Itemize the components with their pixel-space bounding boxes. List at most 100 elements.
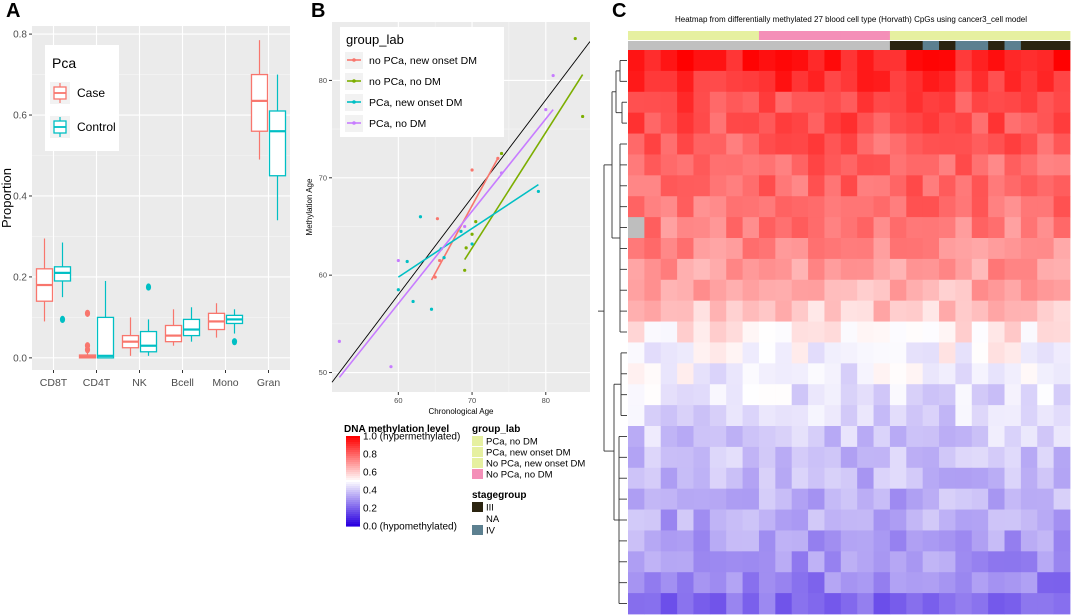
- heatmap-cell: [922, 384, 940, 406]
- heatmap-cell: [1037, 133, 1055, 155]
- heatmap-cell: [922, 405, 940, 427]
- legend-label: no PCa, no DM: [369, 76, 441, 88]
- data-point: [536, 189, 540, 194]
- heatmap-cell: [873, 321, 891, 343]
- heatmap-cell: [922, 321, 940, 343]
- heatmap-cell: [726, 133, 743, 155]
- heatmap-cell: [1037, 572, 1055, 594]
- heatmap-cell: [988, 175, 1005, 197]
- stage-legend-swatch: [472, 525, 483, 535]
- annotation-cell-group_lab: [1053, 31, 1071, 40]
- heatmap-cell: [873, 426, 891, 448]
- heatmap-cell: [709, 467, 727, 490]
- box-outlier: [59, 315, 66, 324]
- heatmap-cell: [1020, 426, 1038, 448]
- heatmap-cell: [1053, 70, 1071, 93]
- heatmap-cell: [939, 50, 956, 72]
- heatmap-cell: [988, 112, 1005, 134]
- heatmap-cell: [922, 572, 940, 594]
- colorbar-gradient-slice: [346, 498, 360, 501]
- heatmap-cell: [840, 405, 858, 427]
- heatmap-cell: [988, 321, 1005, 343]
- heatmap-cell: [660, 50, 678, 72]
- heatmap-cell: [1037, 217, 1055, 239]
- colorbar-gradient-slice: [346, 502, 360, 505]
- heatmap-cell: [840, 50, 858, 72]
- heatmap-cell: [939, 279, 956, 302]
- heatmap-cell: [971, 238, 989, 260]
- heatmap-cell: [1004, 196, 1022, 218]
- heatmap-cell: [677, 91, 694, 114]
- heatmap-cell: [906, 405, 924, 427]
- heatmap-cell: [693, 572, 711, 594]
- heatmap-cell: [1037, 258, 1055, 281]
- heatmap-cell: [726, 217, 743, 239]
- heatmap-cell: [889, 217, 907, 239]
- heatmap-cell: [742, 467, 760, 490]
- heatmap-cell: [693, 530, 711, 552]
- heatmap-cell: [857, 467, 874, 490]
- heatmap-cell: [824, 154, 842, 176]
- heatmap-cell: [1004, 384, 1022, 406]
- heatmap-cell: [644, 384, 662, 406]
- heatmap-cell: [1037, 175, 1055, 197]
- heatmap-cell: [742, 551, 760, 573]
- heatmap-cell: [660, 593, 678, 615]
- heatmap-cell: [628, 175, 645, 197]
- heatmap-cell: [1004, 342, 1022, 364]
- heatmap-cell: [775, 342, 793, 364]
- heatmap-cell: [939, 175, 956, 197]
- heatmap-cell: [791, 321, 809, 343]
- x-tick-label: Bcell: [171, 377, 194, 389]
- heatmap-cell: [873, 217, 891, 239]
- identity-line: [331, 41, 590, 383]
- heatmap-cell: [808, 384, 825, 406]
- heatmap-cell: [857, 217, 874, 239]
- heatmap-cell: [791, 488, 809, 510]
- heatmap-cell: [775, 426, 793, 448]
- annotation-cell-group_lab: [988, 31, 1005, 40]
- heatmap-cell: [742, 572, 760, 594]
- heatmap-cell: [677, 133, 694, 155]
- heatmap-cell: [971, 509, 989, 531]
- boxplot-panel: 0.0 0.2 0.4 0.6 0.8 CD8T CD4T NK Bcell Mono Gran Pr…: [0, 26, 290, 389]
- heatmap-cell: [922, 300, 940, 322]
- x-tick-label: NK: [132, 377, 147, 389]
- heatmap-cell: [644, 467, 662, 490]
- heatmap-cell: [644, 593, 662, 615]
- heatmap-cell: [628, 342, 645, 364]
- heatmap-cell: [988, 279, 1005, 302]
- heatmap-cell: [988, 384, 1005, 406]
- heatmap-cell: [1053, 300, 1071, 322]
- heatmap-cell: [742, 488, 760, 510]
- heatmap-cell: [939, 133, 956, 155]
- data-point: [435, 217, 440, 221]
- heatmap-cell: [677, 509, 694, 531]
- heatmap-cell: [742, 70, 760, 93]
- heatmap-cell: [1053, 133, 1071, 155]
- heatmap-cell: [758, 509, 776, 531]
- heatmap-cell: [840, 175, 858, 197]
- heatmap-cell: [1020, 279, 1038, 302]
- heatmap-cell: [660, 133, 678, 155]
- x-tick-label: Gran: [257, 377, 281, 389]
- data-point: [463, 268, 467, 272]
- heatmap-cell: [1037, 446, 1055, 469]
- heatmap-cell: [628, 551, 645, 573]
- heatmap-cell: [758, 133, 776, 155]
- heatmap-cell: [988, 593, 1005, 615]
- heatmap-cell: [742, 112, 760, 134]
- heatmap-cell: [988, 467, 1005, 490]
- y-tick-label: 0.0: [13, 353, 27, 364]
- heatmap-cell: [939, 342, 956, 364]
- heatmap-cell: [677, 342, 694, 364]
- heatmap-cell: [808, 551, 825, 573]
- stage-legend-title: stagegroup: [472, 490, 526, 501]
- heatmap-cell: [1004, 509, 1022, 531]
- heatmap-cell: [775, 321, 793, 343]
- heatmap-cell: [742, 446, 760, 469]
- heatmap-cell: [677, 446, 694, 469]
- heatmap-cell: [742, 384, 760, 406]
- heatmap-cell: [939, 70, 956, 93]
- heatmap-cell: [840, 342, 858, 364]
